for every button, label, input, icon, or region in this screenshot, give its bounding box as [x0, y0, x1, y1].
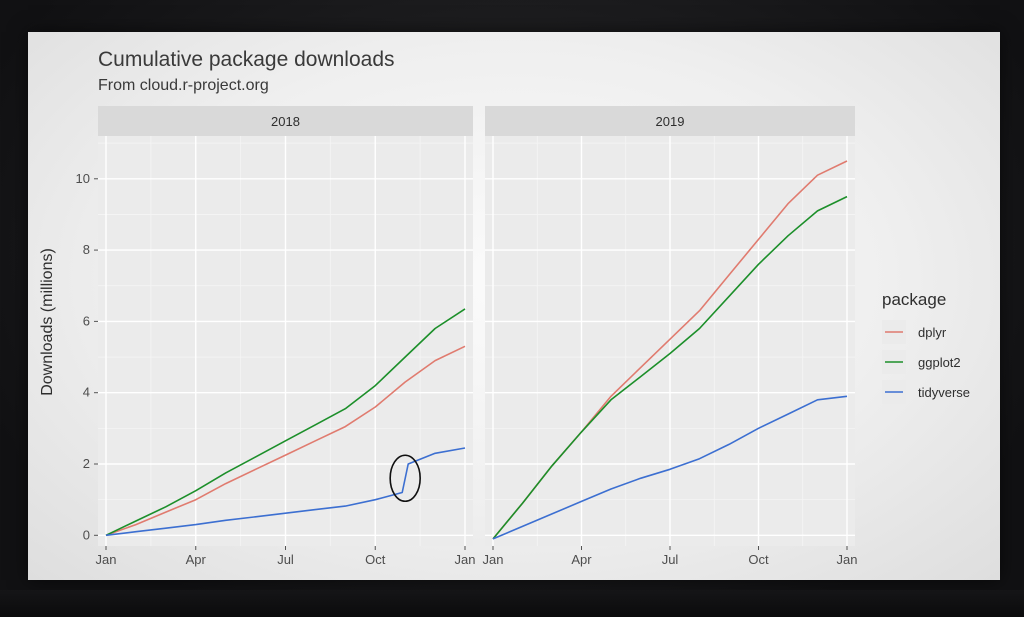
x-tick-label: Jan	[455, 552, 476, 567]
plot-layer: 2018 Jan Apr Jul Oct Jan 2019 Jan Apr Jul Oct Jan 0 2…	[76, 106, 858, 567]
facet-label: 2018	[271, 114, 300, 129]
x-tick-label: Jul	[277, 552, 294, 567]
y-tick-label: 6	[83, 313, 90, 328]
series-line-ggplot2-2018	[105, 308, 466, 537]
y-tick-label: 2	[83, 456, 90, 471]
x-tick-label: Oct	[365, 552, 386, 567]
legend-label-dplyr: dplyr	[918, 325, 947, 340]
y-tick-label: 8	[83, 242, 90, 257]
x-tick-label: Apr	[186, 552, 207, 567]
series-line-ggplot2-2019	[492, 195, 848, 540]
chart-title: Cumulative package downloads	[98, 48, 395, 71]
slide: Cumulative package downloads From cloud.…	[28, 32, 1000, 580]
x-tick-label: Jan	[96, 552, 117, 567]
y-axis-title: Downloads (millions)	[39, 248, 56, 396]
x-tick-label: Jul	[662, 552, 679, 567]
facet-label: 2019	[656, 114, 685, 129]
annotation-circle	[389, 454, 421, 503]
facet-strip	[485, 106, 855, 136]
facet-strip	[98, 106, 473, 136]
y-tick-label: 4	[83, 385, 90, 400]
legend: dplyr ggplot2 tidyverse	[882, 320, 970, 404]
chart-subtitle: From cloud.r-project.org	[98, 77, 269, 94]
y-tick-label: 0	[83, 527, 90, 542]
downloads-chart: Cumulative package downloads From cloud.…	[39, 48, 970, 567]
legend-label-tidyverse: tidyverse	[918, 385, 970, 400]
legend-title: package	[882, 290, 946, 309]
legend-label-ggplot2: ggplot2	[918, 355, 961, 370]
y-tick-label: 10	[76, 171, 90, 186]
series-line-tidyverse-2018	[105, 447, 466, 537]
series-line-dplyr-2018	[105, 345, 466, 537]
x-tick-label: Jan	[837, 552, 858, 567]
x-tick-label: Oct	[748, 552, 769, 567]
x-tick-label: Apr	[571, 552, 592, 567]
x-tick-label: Jan	[483, 552, 504, 567]
series-line-tidyverse-2019	[492, 395, 848, 540]
audience-silhouettes	[0, 590, 1024, 617]
